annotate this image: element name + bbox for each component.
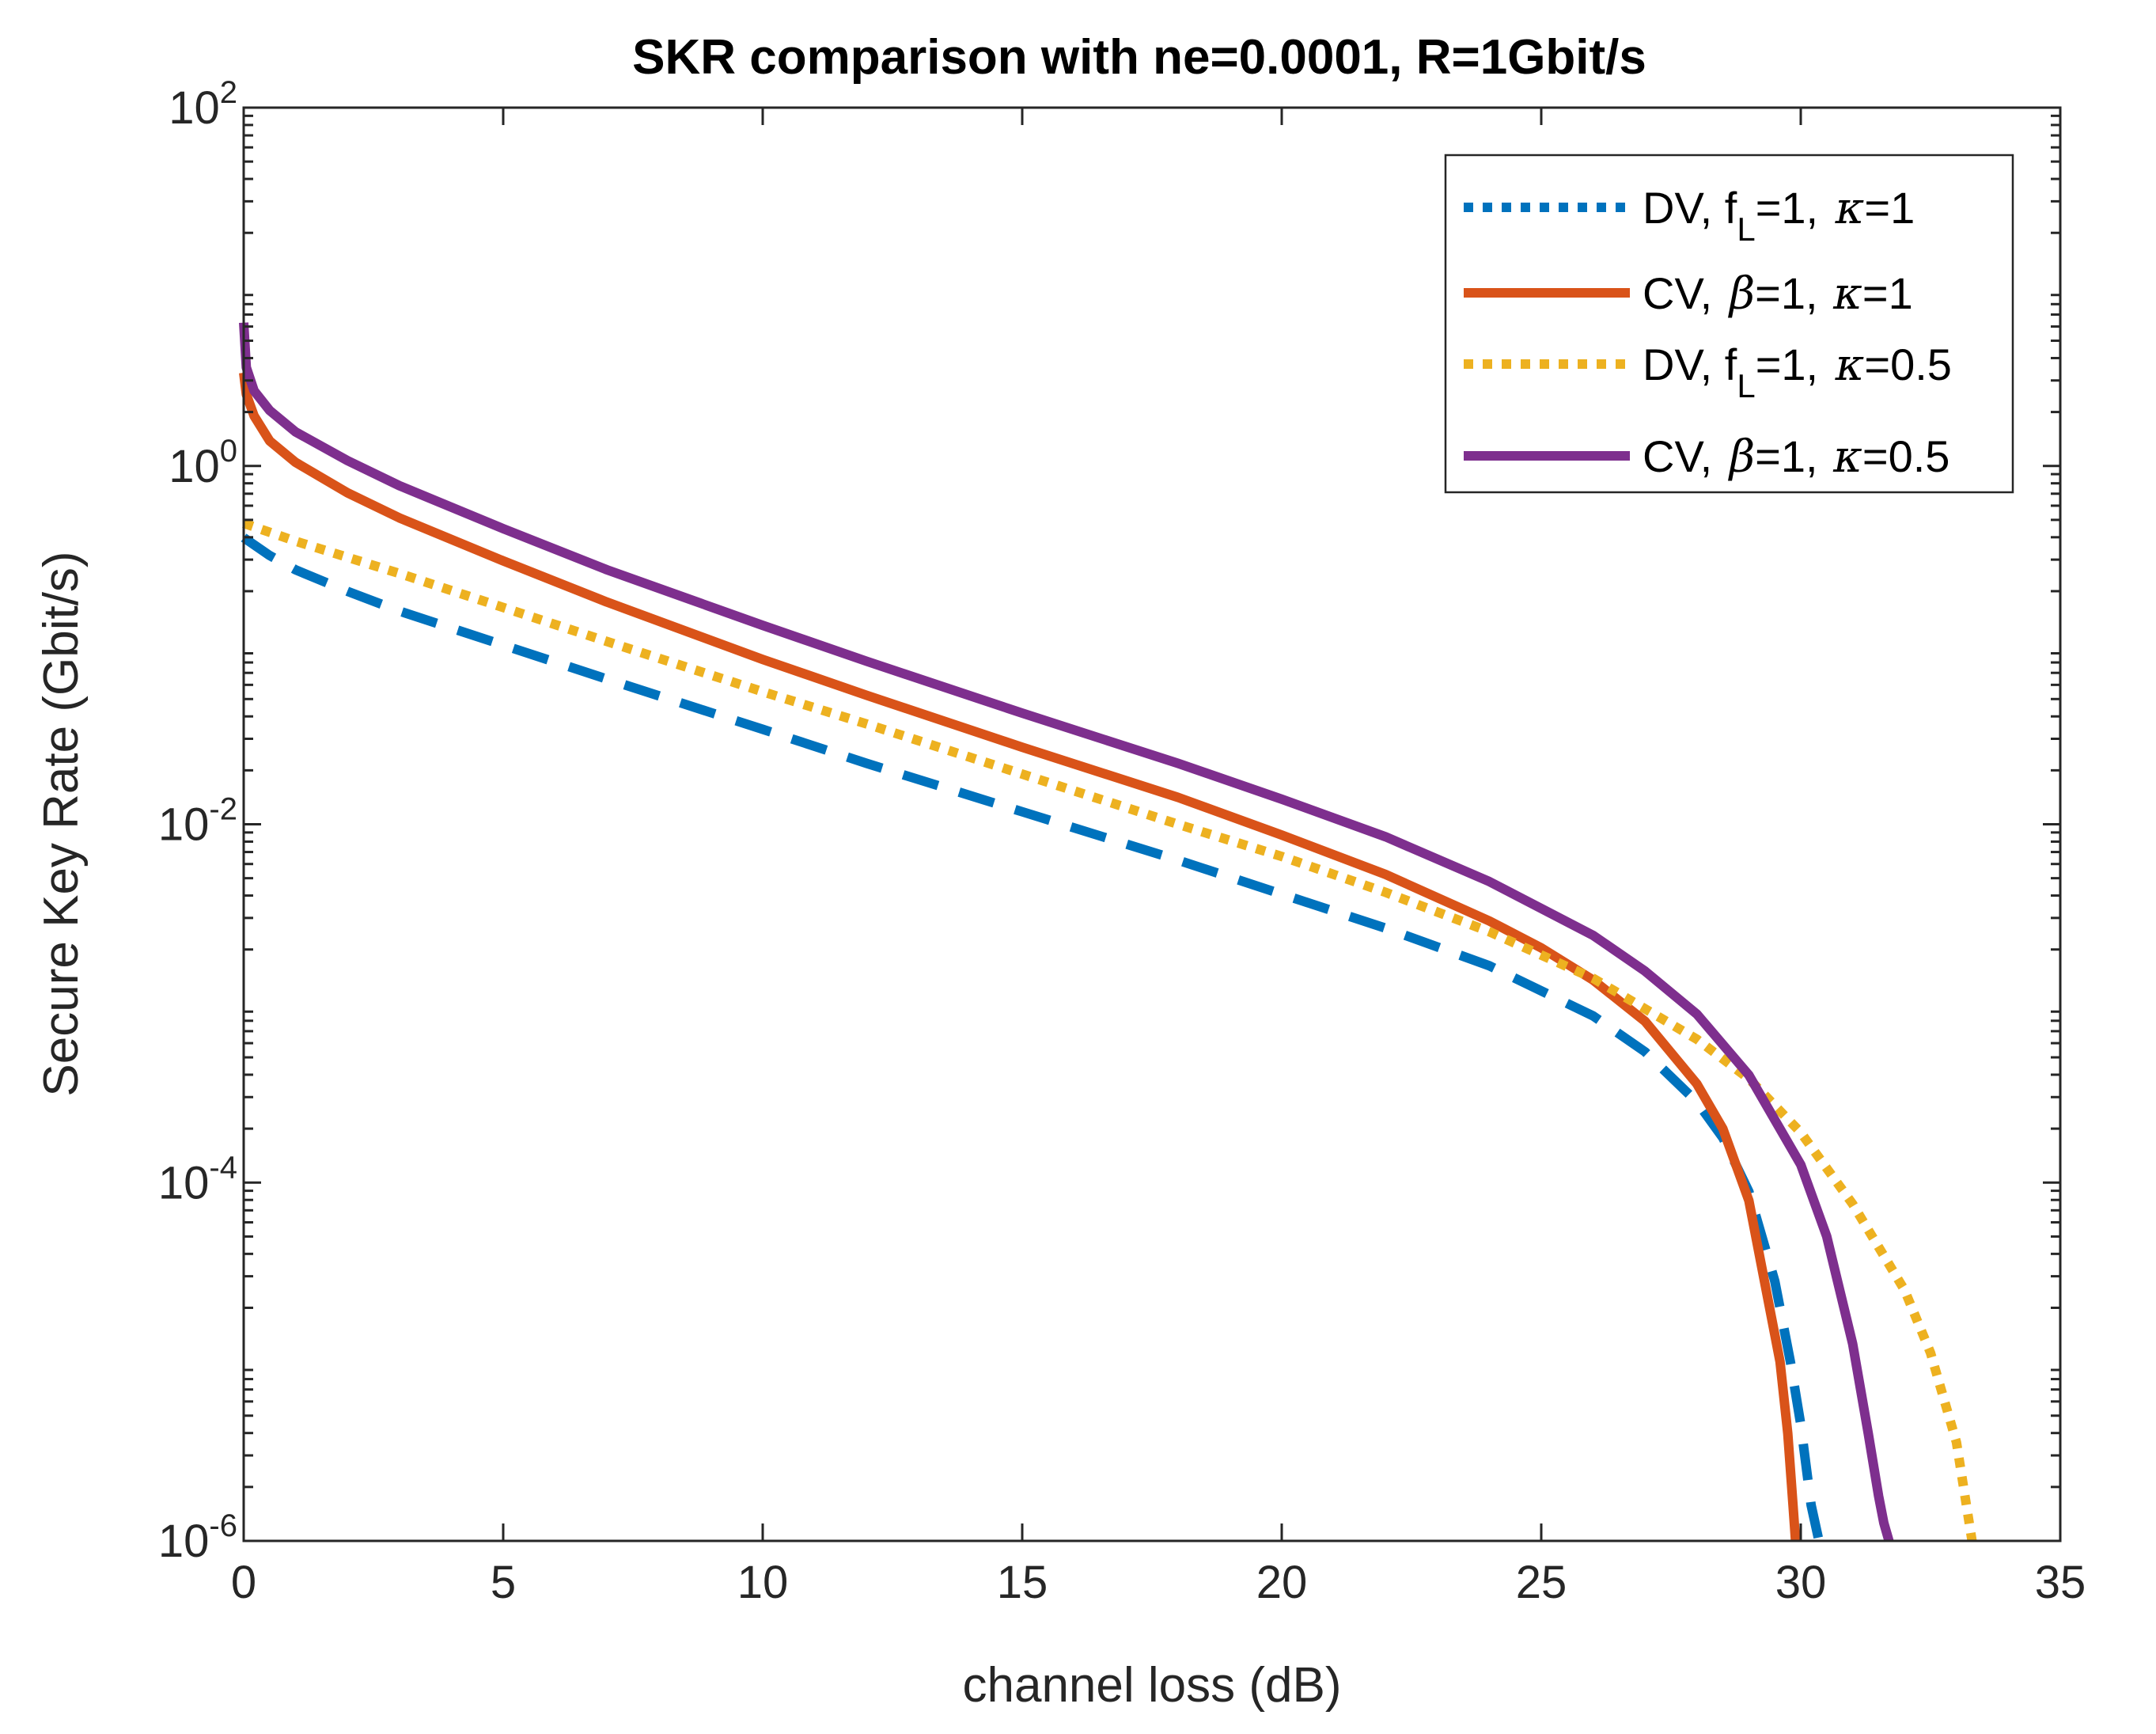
x-tick-label: 30: [1775, 1557, 1827, 1608]
axes-box: [242, 106, 2062, 1542]
x-tick-label: 25: [1516, 1557, 1567, 1608]
legend: DV, fL=1, κ=1 CV, β=1, κ=1 DV, fL=1, κ=0.5…: [1444, 154, 2014, 494]
tick-marks: [242, 106, 2062, 1542]
series-line-1: [241, 533, 1824, 1542]
y-tick-label: 102: [169, 75, 237, 134]
x-tick-label: 0: [231, 1557, 256, 1608]
x-tick-label: 10: [737, 1557, 789, 1608]
x-tick-label: 20: [1256, 1557, 1308, 1608]
series-line-2: [239, 372, 1801, 1542]
x-axis-label: channel loss (dB): [962, 1658, 1341, 1713]
series-line-4: [239, 322, 1894, 1542]
y-tick-labels: 10-6 10-4 10-2 100 102: [158, 75, 237, 1567]
y-tick-label: 10-4: [158, 1150, 237, 1208]
y-tick-label: 10-6: [158, 1508, 237, 1567]
y-tick-label: 100: [169, 434, 237, 492]
y-axis-label: Secure Key Rate (Gbit/s): [34, 551, 89, 1096]
x-tick-label: 15: [997, 1557, 1048, 1608]
series-layer: [239, 322, 1977, 1542]
x-tick-labels: 0 5 10 15 20 25 30 35: [231, 1557, 2086, 1608]
legend-label-3: DV, fL=1, κ=0.5: [1643, 340, 1952, 404]
legend-label-2: CV, β=1, κ=1: [1643, 268, 1913, 320]
legend-entries: DV, fL=1, κ=1 CV, β=1, κ=1 DV, fL=1, κ=0.5…: [1464, 183, 1952, 483]
x-tick-label: 5: [491, 1557, 516, 1608]
y-tick-label: 10-2: [158, 792, 237, 851]
chart-title: SKR comparison with ne=0.0001, R=1Gbit/s: [632, 30, 1646, 85]
series-line-3: [242, 518, 1977, 1542]
legend-label-4: CV, β=1, κ=0.5: [1643, 431, 1949, 483]
legend-label-1: DV, fL=1, κ=1: [1643, 183, 1915, 248]
x-tick-label: 35: [2035, 1557, 2086, 1608]
